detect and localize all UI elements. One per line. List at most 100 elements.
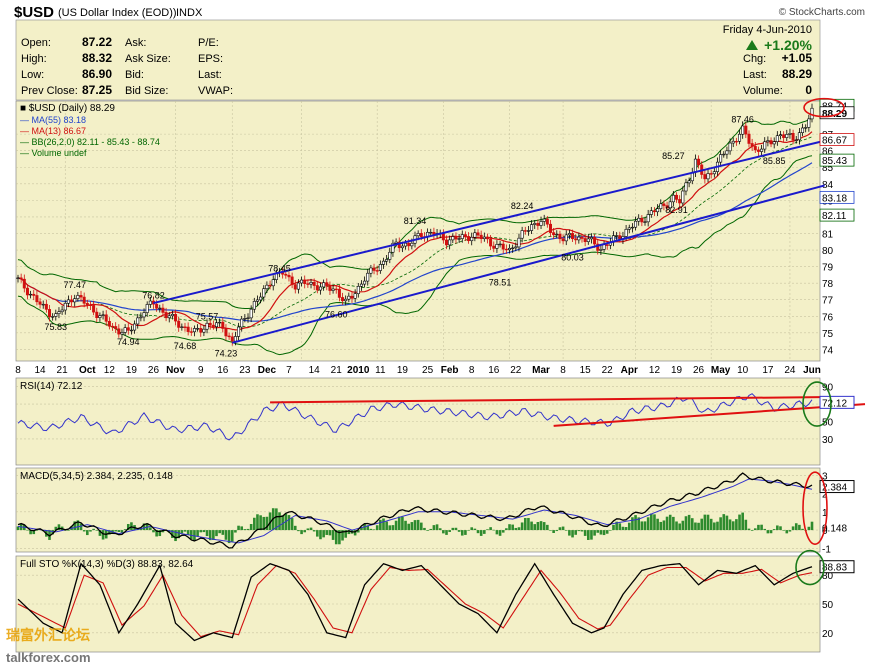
price-candle-body bbox=[123, 327, 127, 333]
macd-histogram-bar bbox=[508, 524, 511, 531]
price-candle-body bbox=[142, 312, 146, 318]
x-axis-label: 10 bbox=[737, 365, 749, 376]
price-candle-body bbox=[684, 182, 688, 192]
macd-histogram-bar bbox=[306, 528, 310, 531]
price-candle-body bbox=[583, 238, 587, 243]
quote-value: 87.25 bbox=[82, 83, 112, 97]
macd-histogram-bar bbox=[580, 530, 584, 532]
price-candle-body bbox=[571, 233, 575, 240]
price-candle-body bbox=[177, 320, 181, 328]
x-axis-label: 8 bbox=[15, 365, 21, 376]
price-candle-body bbox=[290, 276, 294, 285]
bb-lower-line bbox=[17, 155, 813, 356]
brand-label[interactable]: © StockCharts.com bbox=[779, 7, 865, 18]
price-candle-body bbox=[760, 148, 764, 152]
price-candle-body bbox=[325, 282, 329, 287]
macd-histogram-bar bbox=[51, 530, 54, 535]
macd-histogram-bar bbox=[810, 521, 814, 531]
price-candle-body bbox=[309, 282, 313, 285]
price-annotation: 76.60 bbox=[325, 309, 348, 319]
price-candle-body bbox=[350, 295, 354, 299]
price-candle-body bbox=[32, 293, 36, 296]
macd-histogram-bar bbox=[353, 530, 357, 536]
macd-histogram-bar bbox=[612, 524, 615, 531]
macd-histogram-bar bbox=[596, 530, 600, 533]
macd-histogram-bar bbox=[67, 530, 70, 531]
price-candle-body bbox=[117, 328, 121, 335]
quote-label: P/E: bbox=[198, 37, 219, 49]
y-tick-label: 78 bbox=[822, 279, 834, 290]
price-annotation: 82.24 bbox=[511, 201, 534, 211]
price-candle-body bbox=[265, 284, 269, 290]
macd-histogram-bar bbox=[766, 530, 770, 534]
macd-histogram-bar bbox=[391, 525, 395, 531]
y-tick-label: 86 bbox=[822, 147, 834, 158]
x-axis-label: 19 bbox=[397, 365, 409, 376]
macd-histogram-bar bbox=[473, 528, 477, 531]
macd-histogram-bar bbox=[489, 527, 492, 531]
price-legend-item: — BB(26,2.0) 82.11 - 85.43 - 88.74 bbox=[20, 137, 160, 147]
price-annotation: 80.03 bbox=[561, 253, 584, 263]
price-candle-body bbox=[170, 314, 174, 317]
x-axis-label: 11 bbox=[375, 365, 386, 376]
price-candle-body bbox=[646, 214, 650, 223]
price-candle-body bbox=[539, 221, 543, 226]
x-axis-label: Oct bbox=[79, 365, 96, 376]
price-candle-body bbox=[637, 217, 641, 222]
price-candle-body bbox=[25, 287, 29, 296]
price-candle-body bbox=[183, 326, 187, 328]
right-value-label: 72.12 bbox=[822, 398, 847, 409]
price-candle-body bbox=[98, 315, 102, 318]
price-candle-body bbox=[722, 153, 726, 156]
right-value-label: 86.67 bbox=[822, 136, 847, 147]
macd-histogram-bar bbox=[193, 530, 196, 541]
macd-histogram-bar bbox=[227, 530, 231, 544]
price-candle-body bbox=[668, 201, 672, 209]
x-axis-label: 12 bbox=[649, 365, 661, 376]
macd-histogram-bar bbox=[366, 525, 370, 531]
macd-histogram-bar bbox=[183, 530, 187, 532]
macd-histogram-bar bbox=[130, 522, 133, 531]
y-tick-label: 50 bbox=[822, 600, 834, 611]
price-candle-body bbox=[224, 328, 228, 337]
macd-histogram-bar bbox=[650, 513, 653, 531]
price-candle-body bbox=[526, 230, 530, 232]
price-candle-body bbox=[504, 248, 508, 251]
macd-histogram-bar bbox=[505, 528, 508, 531]
price-candle-body bbox=[665, 205, 669, 209]
price-candle-body bbox=[76, 295, 80, 299]
price-candle-body bbox=[199, 328, 203, 333]
price-candle-body bbox=[782, 134, 786, 138]
macd-histogram-bar bbox=[646, 517, 650, 531]
price-candle-body bbox=[659, 203, 663, 209]
macd-histogram-bar bbox=[92, 528, 95, 531]
macd-histogram-bar bbox=[35, 530, 39, 531]
macd-histogram-bar bbox=[208, 530, 212, 541]
y-tick-label: 30 bbox=[822, 435, 834, 446]
price-legend-title: ■ $USD (Daily) 88.29 bbox=[20, 103, 115, 114]
price-candle-body bbox=[126, 327, 130, 331]
right-value-box bbox=[819, 560, 855, 574]
quote-label: Prev Close: bbox=[21, 85, 78, 97]
macd-line bbox=[17, 472, 813, 549]
macd-histogram-bar bbox=[142, 523, 146, 531]
macd-histogram-bar bbox=[397, 516, 401, 531]
price-candle-body bbox=[186, 326, 190, 332]
price-annotation: 87.46 bbox=[731, 115, 754, 125]
right-value-box bbox=[819, 480, 855, 494]
y-tick-label: 75 bbox=[822, 329, 834, 340]
price-candle-body bbox=[741, 125, 745, 135]
price-candle-body bbox=[520, 230, 524, 239]
macd-histogram-bar bbox=[779, 526, 782, 531]
macd-histogram-bar bbox=[574, 530, 577, 535]
quote-label: EPS: bbox=[198, 53, 223, 65]
macd-histogram-bar bbox=[448, 530, 451, 532]
price-candle-body bbox=[252, 301, 256, 310]
macd-histogram-bar bbox=[322, 530, 325, 538]
macd-histogram-bar bbox=[215, 530, 218, 537]
price-candle-body bbox=[227, 335, 231, 338]
price-candle-body bbox=[785, 134, 789, 138]
price-candle-body bbox=[467, 236, 471, 242]
